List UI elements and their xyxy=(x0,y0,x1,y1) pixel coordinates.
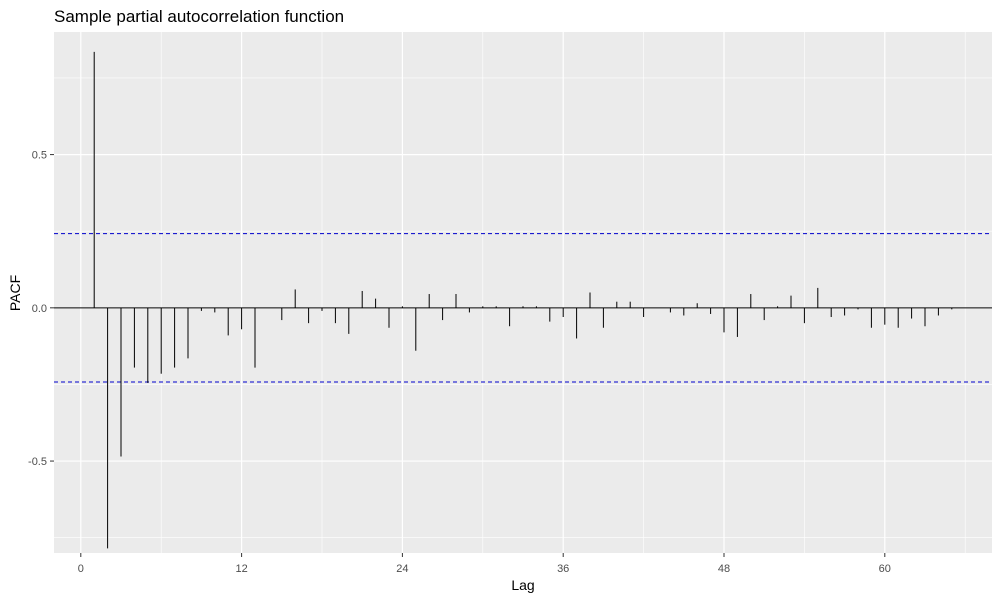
minor-gridlines xyxy=(54,32,992,553)
x-tick-label: 36 xyxy=(557,563,569,575)
x-tick-label: 12 xyxy=(235,563,247,575)
x-axis: 0 12 24 36 48 60 xyxy=(78,553,891,575)
y-tick-label: -0.5 xyxy=(28,456,47,468)
x-tick-label: 0 xyxy=(78,563,84,575)
x-axis-title: Lag xyxy=(511,577,534,593)
x-tick-label: 60 xyxy=(879,563,891,575)
pacf-bars xyxy=(93,51,953,549)
x-tick-label: 24 xyxy=(396,563,408,575)
y-axis-title: PACF xyxy=(7,275,23,311)
x-tick-label: 48 xyxy=(718,563,730,575)
chart-title: Sample partial autocorrelation function xyxy=(54,7,344,26)
y-tick-label: 0.0 xyxy=(32,303,47,315)
y-tick-label: 0.5 xyxy=(32,150,47,162)
confidence-bounds xyxy=(54,233,992,383)
y-axis: -0.5 0.0 0.5 xyxy=(28,150,54,468)
plot-panel xyxy=(54,32,992,553)
